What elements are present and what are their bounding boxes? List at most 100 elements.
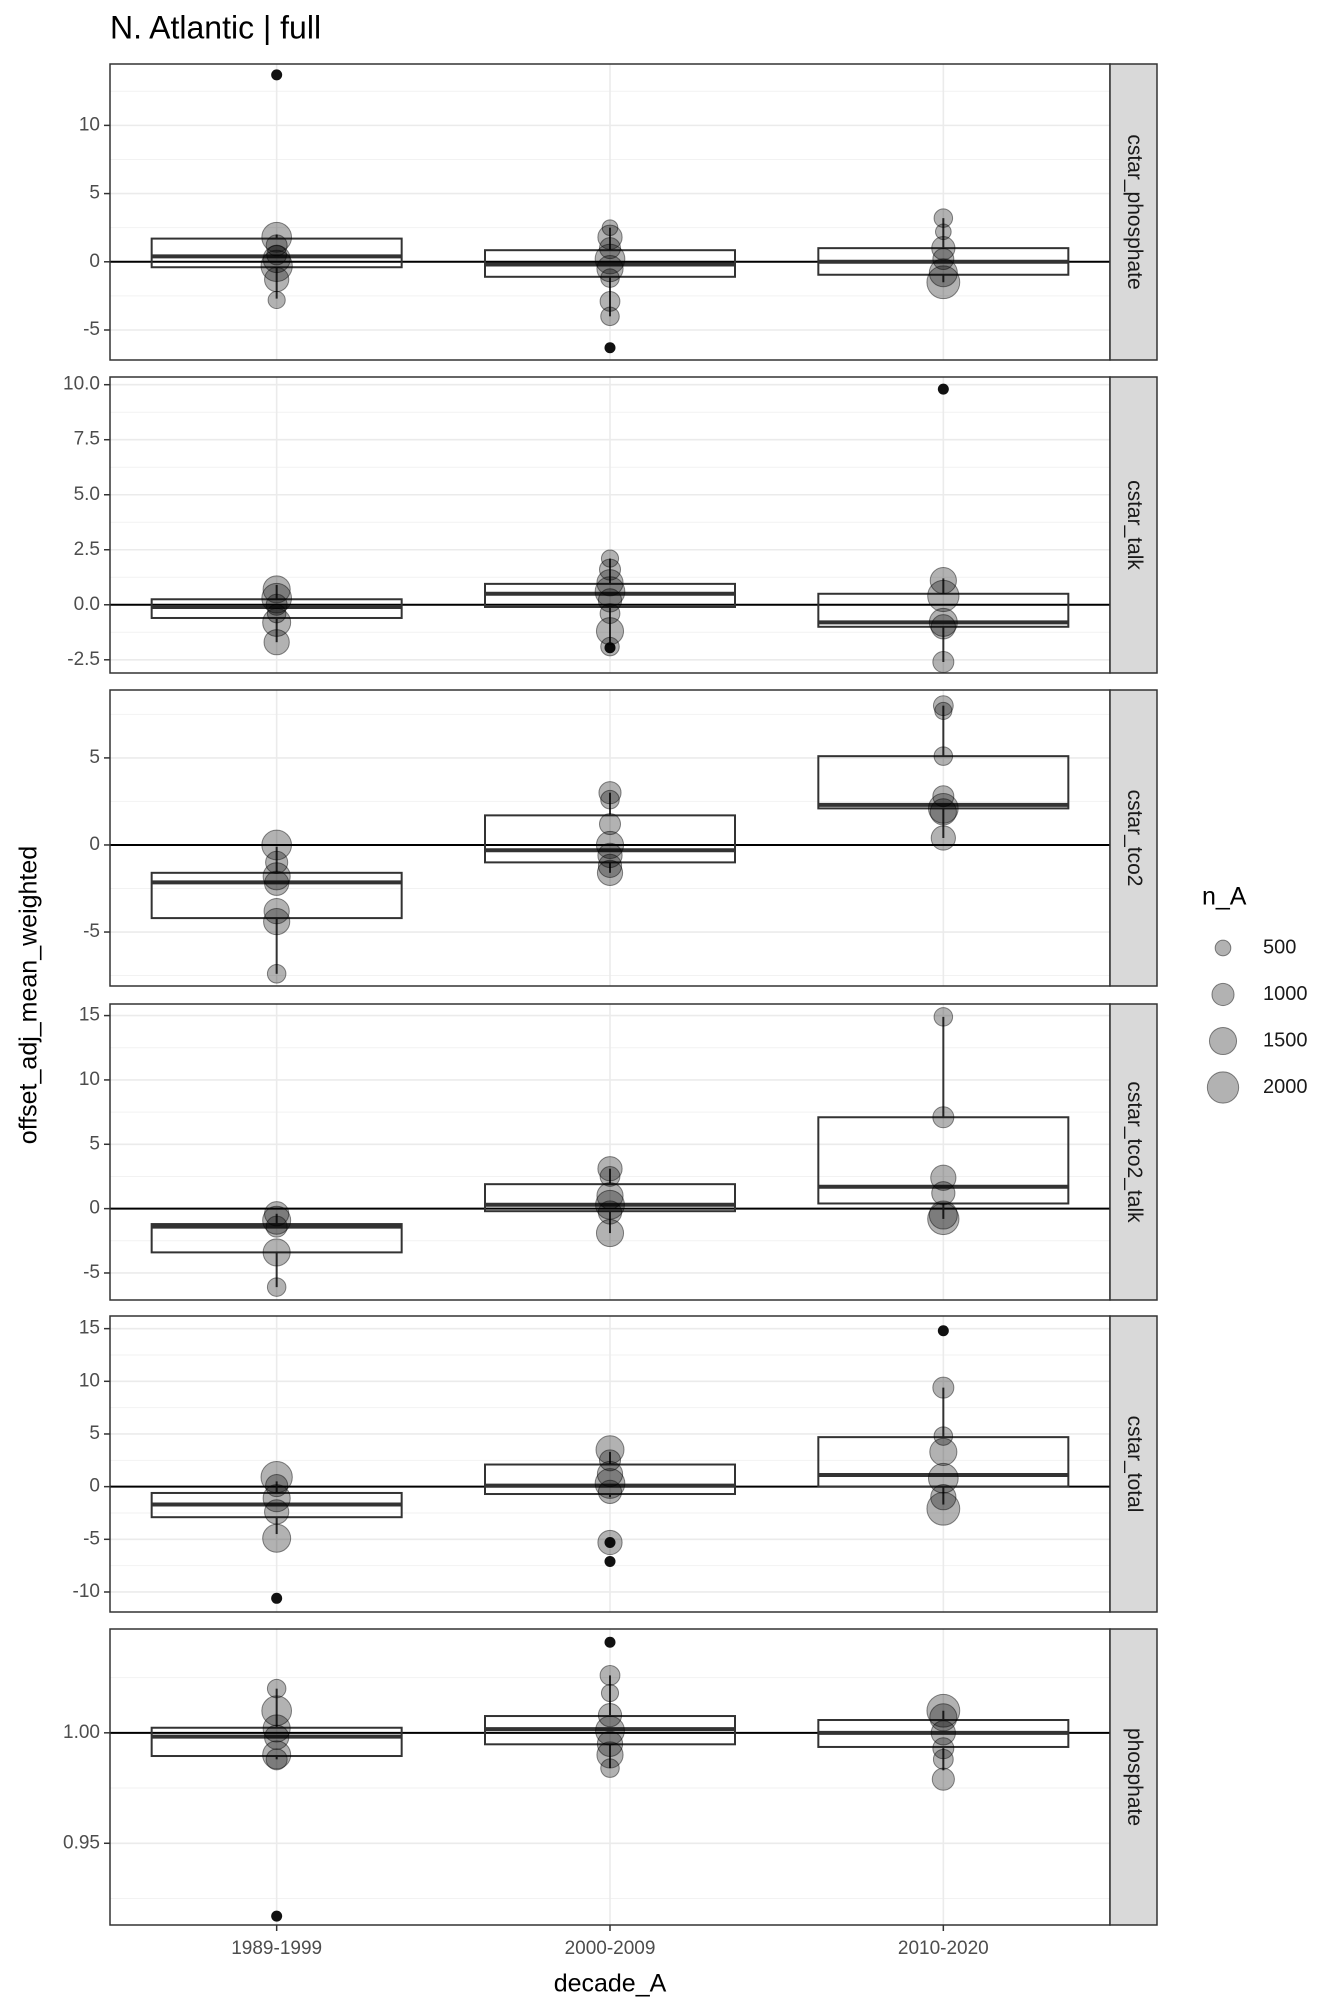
- strip: [1109, 1315, 1158, 1613]
- point: [596, 255, 624, 283]
- point: [262, 607, 292, 637]
- y-tick-label: 7.5: [74, 429, 100, 450]
- box: [150, 1223, 403, 1254]
- point: [597, 588, 623, 613]
- box: [484, 1463, 736, 1496]
- y-tick-label: 10: [79, 1069, 100, 1090]
- point: [927, 1462, 959, 1494]
- legend-key-bg: [1202, 927, 1244, 969]
- y-tick-label: 1.00: [63, 1722, 100, 1743]
- y-tick-label: 5: [89, 747, 100, 768]
- point: [261, 221, 293, 253]
- y-tick-label: 5: [89, 1423, 100, 1444]
- y-tick-label: -2.5: [67, 649, 100, 670]
- point: [927, 579, 960, 613]
- chart-title: N. Atlantic | full: [110, 9, 321, 45]
- point: [265, 234, 288, 257]
- box: [817, 1116, 1070, 1205]
- point: [933, 746, 954, 766]
- legend-symbol: [1214, 939, 1232, 957]
- y-tick-label: 15: [79, 1318, 100, 1339]
- box: [150, 1726, 403, 1758]
- strip: [1109, 63, 1158, 361]
- box: [817, 755, 1070, 810]
- legend-title: n_A: [1202, 883, 1247, 911]
- point: [600, 1683, 620, 1703]
- y-tick-label: 5.0: [74, 484, 100, 505]
- y-tick-label: -5: [83, 1262, 100, 1283]
- box: [817, 592, 1070, 628]
- y-tick-label: 0: [89, 1476, 100, 1497]
- point: [597, 1479, 623, 1505]
- point: [263, 898, 290, 925]
- point: [596, 1730, 624, 1757]
- point: [599, 1449, 621, 1472]
- point: [266, 244, 288, 266]
- strip: [1109, 689, 1158, 987]
- point: [932, 1737, 955, 1760]
- point: [601, 219, 619, 237]
- point: [260, 1461, 293, 1494]
- strip-label: cstar_total: [1123, 1416, 1146, 1513]
- point: [595, 1435, 625, 1465]
- point: [266, 1277, 287, 1297]
- point: [930, 614, 956, 640]
- point: [929, 1703, 958, 1732]
- point: [267, 290, 286, 310]
- point: [932, 1376, 955, 1399]
- point: [933, 208, 954, 228]
- point: [597, 224, 623, 250]
- point: [598, 781, 622, 805]
- point: [929, 566, 957, 595]
- strip-label: cstar_phosphate: [1123, 134, 1146, 289]
- point: [262, 245, 291, 274]
- y-tick-label: -5: [83, 1528, 100, 1549]
- y-tick-label: 10.0: [63, 374, 100, 395]
- y-tick-label: 0: [89, 1198, 100, 1219]
- point: [596, 859, 624, 886]
- point: [599, 290, 621, 312]
- point: [600, 268, 620, 288]
- y-tick-label: -10: [73, 1581, 100, 1602]
- point: [927, 1202, 960, 1236]
- outlier: [604, 642, 616, 654]
- point: [261, 1695, 293, 1727]
- y-tick-label: 10: [79, 1370, 100, 1391]
- point: [930, 825, 956, 851]
- point: [264, 266, 290, 293]
- point: [262, 1484, 291, 1513]
- point: [594, 1468, 626, 1499]
- point: [594, 243, 626, 275]
- point: [262, 1205, 292, 1235]
- point: [928, 607, 958, 637]
- point: [265, 1474, 289, 1498]
- outlier: [604, 342, 616, 354]
- point: [264, 1499, 290, 1525]
- legend-key-bg: [1202, 1020, 1244, 1062]
- box: [150, 237, 403, 269]
- point: [596, 1182, 624, 1210]
- point: [266, 603, 287, 624]
- point: [265, 593, 288, 616]
- x-axis-title: decade_A: [554, 1970, 667, 1998]
- point: [263, 907, 291, 936]
- point: [597, 1200, 623, 1225]
- point: [931, 1767, 955, 1791]
- point: [262, 575, 291, 604]
- point: [600, 1758, 620, 1778]
- point: [600, 306, 620, 327]
- point: [928, 1200, 958, 1230]
- point: [597, 842, 623, 869]
- point: [265, 850, 289, 874]
- point: [262, 1523, 292, 1553]
- strip: [1109, 1628, 1158, 1926]
- point: [931, 1181, 956, 1206]
- point: [930, 1484, 957, 1511]
- point: [928, 258, 958, 288]
- outlier: [604, 1636, 616, 1648]
- legend-label: 1000: [1263, 983, 1308, 1005]
- point: [935, 223, 952, 241]
- y-tick-label: 5: [89, 1133, 100, 1154]
- outlier: [604, 1555, 616, 1567]
- point: [930, 1720, 956, 1746]
